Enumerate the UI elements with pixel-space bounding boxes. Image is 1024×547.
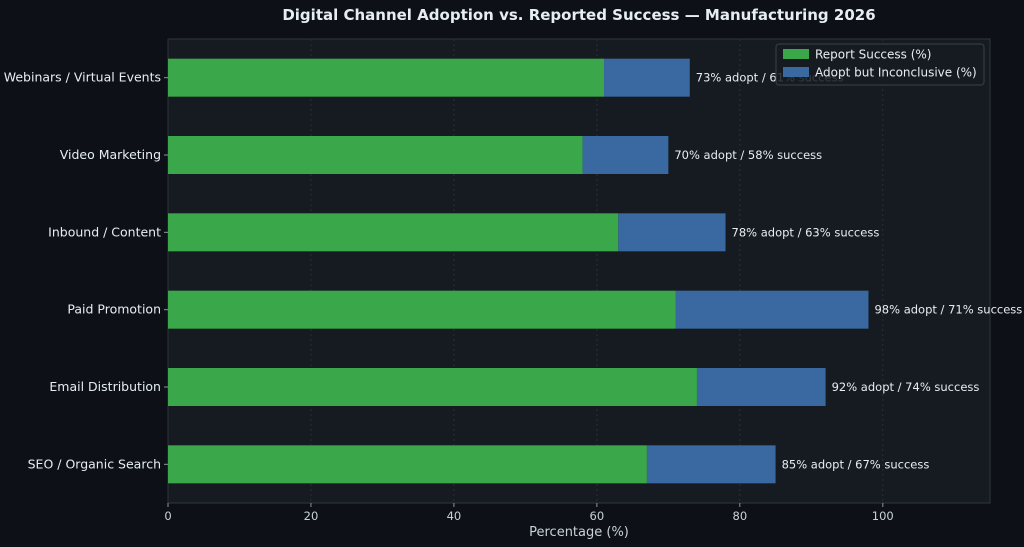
y-tick-label: Paid Promotion	[67, 302, 161, 317]
bar-inconclusive	[646, 445, 776, 484]
bar-inconclusive	[582, 136, 669, 174]
x-axis-title: Percentage (%)	[529, 525, 629, 540]
y-tick-label: Email Distribution	[49, 379, 161, 394]
bar-inconclusive	[604, 58, 690, 97]
grid-lines	[167, 39, 884, 503]
data-label: 92% adopt / 74% success	[832, 380, 980, 394]
bar-inconclusive	[618, 213, 726, 252]
bar-success	[168, 368, 697, 406]
y-tick-label: Inbound / Content	[48, 224, 161, 239]
legend-label: Adopt but Inconclusive (%)	[815, 66, 977, 80]
legend: Report Success (%) Adopt but Inconclusive…	[775, 43, 985, 86]
chart-title: Digital Channel Adoption vs. Reported Su…	[282, 6, 875, 24]
x-tick-label: 40	[447, 509, 462, 523]
x-tick-label: 0	[164, 509, 171, 523]
bar-success	[168, 213, 619, 252]
axes: 0 20 40 60 80 100 SEO / Organic Search Email Di…	[4, 70, 894, 523]
y-tick-label: SEO / Organic Search	[28, 456, 161, 471]
y-tick-label: Webinars / Virtual Events	[4, 70, 161, 85]
data-label: 85% adopt / 67% success	[782, 457, 930, 471]
plot-area	[167, 38, 991, 504]
data-label: 98% adopt / 71% success	[874, 303, 1022, 317]
bar-success	[168, 136, 583, 174]
data-label: 70% adopt / 58% success	[674, 148, 822, 162]
y-tick-label: Video Marketing	[60, 147, 161, 162]
bar-inconclusive	[675, 290, 869, 329]
legend-swatch	[783, 67, 809, 77]
x-tick-label: 20	[304, 509, 319, 523]
legend-label: Report Success (%)	[815, 48, 931, 62]
x-tick-label: 80	[733, 509, 748, 523]
bar-inconclusive	[696, 368, 826, 406]
legend-swatch	[783, 49, 809, 59]
x-tick-label: 100	[872, 509, 894, 523]
bar-success	[168, 445, 647, 484]
bar-success	[168, 290, 676, 329]
data-labels: 85% adopt / 67% success 92% adopt / 74% s…	[674, 71, 1022, 472]
x-tick-label: 60	[590, 509, 605, 523]
bars	[168, 58, 869, 484]
bar-success	[168, 58, 605, 97]
data-label: 78% adopt / 63% success	[732, 225, 880, 239]
legend-box	[775, 43, 985, 86]
